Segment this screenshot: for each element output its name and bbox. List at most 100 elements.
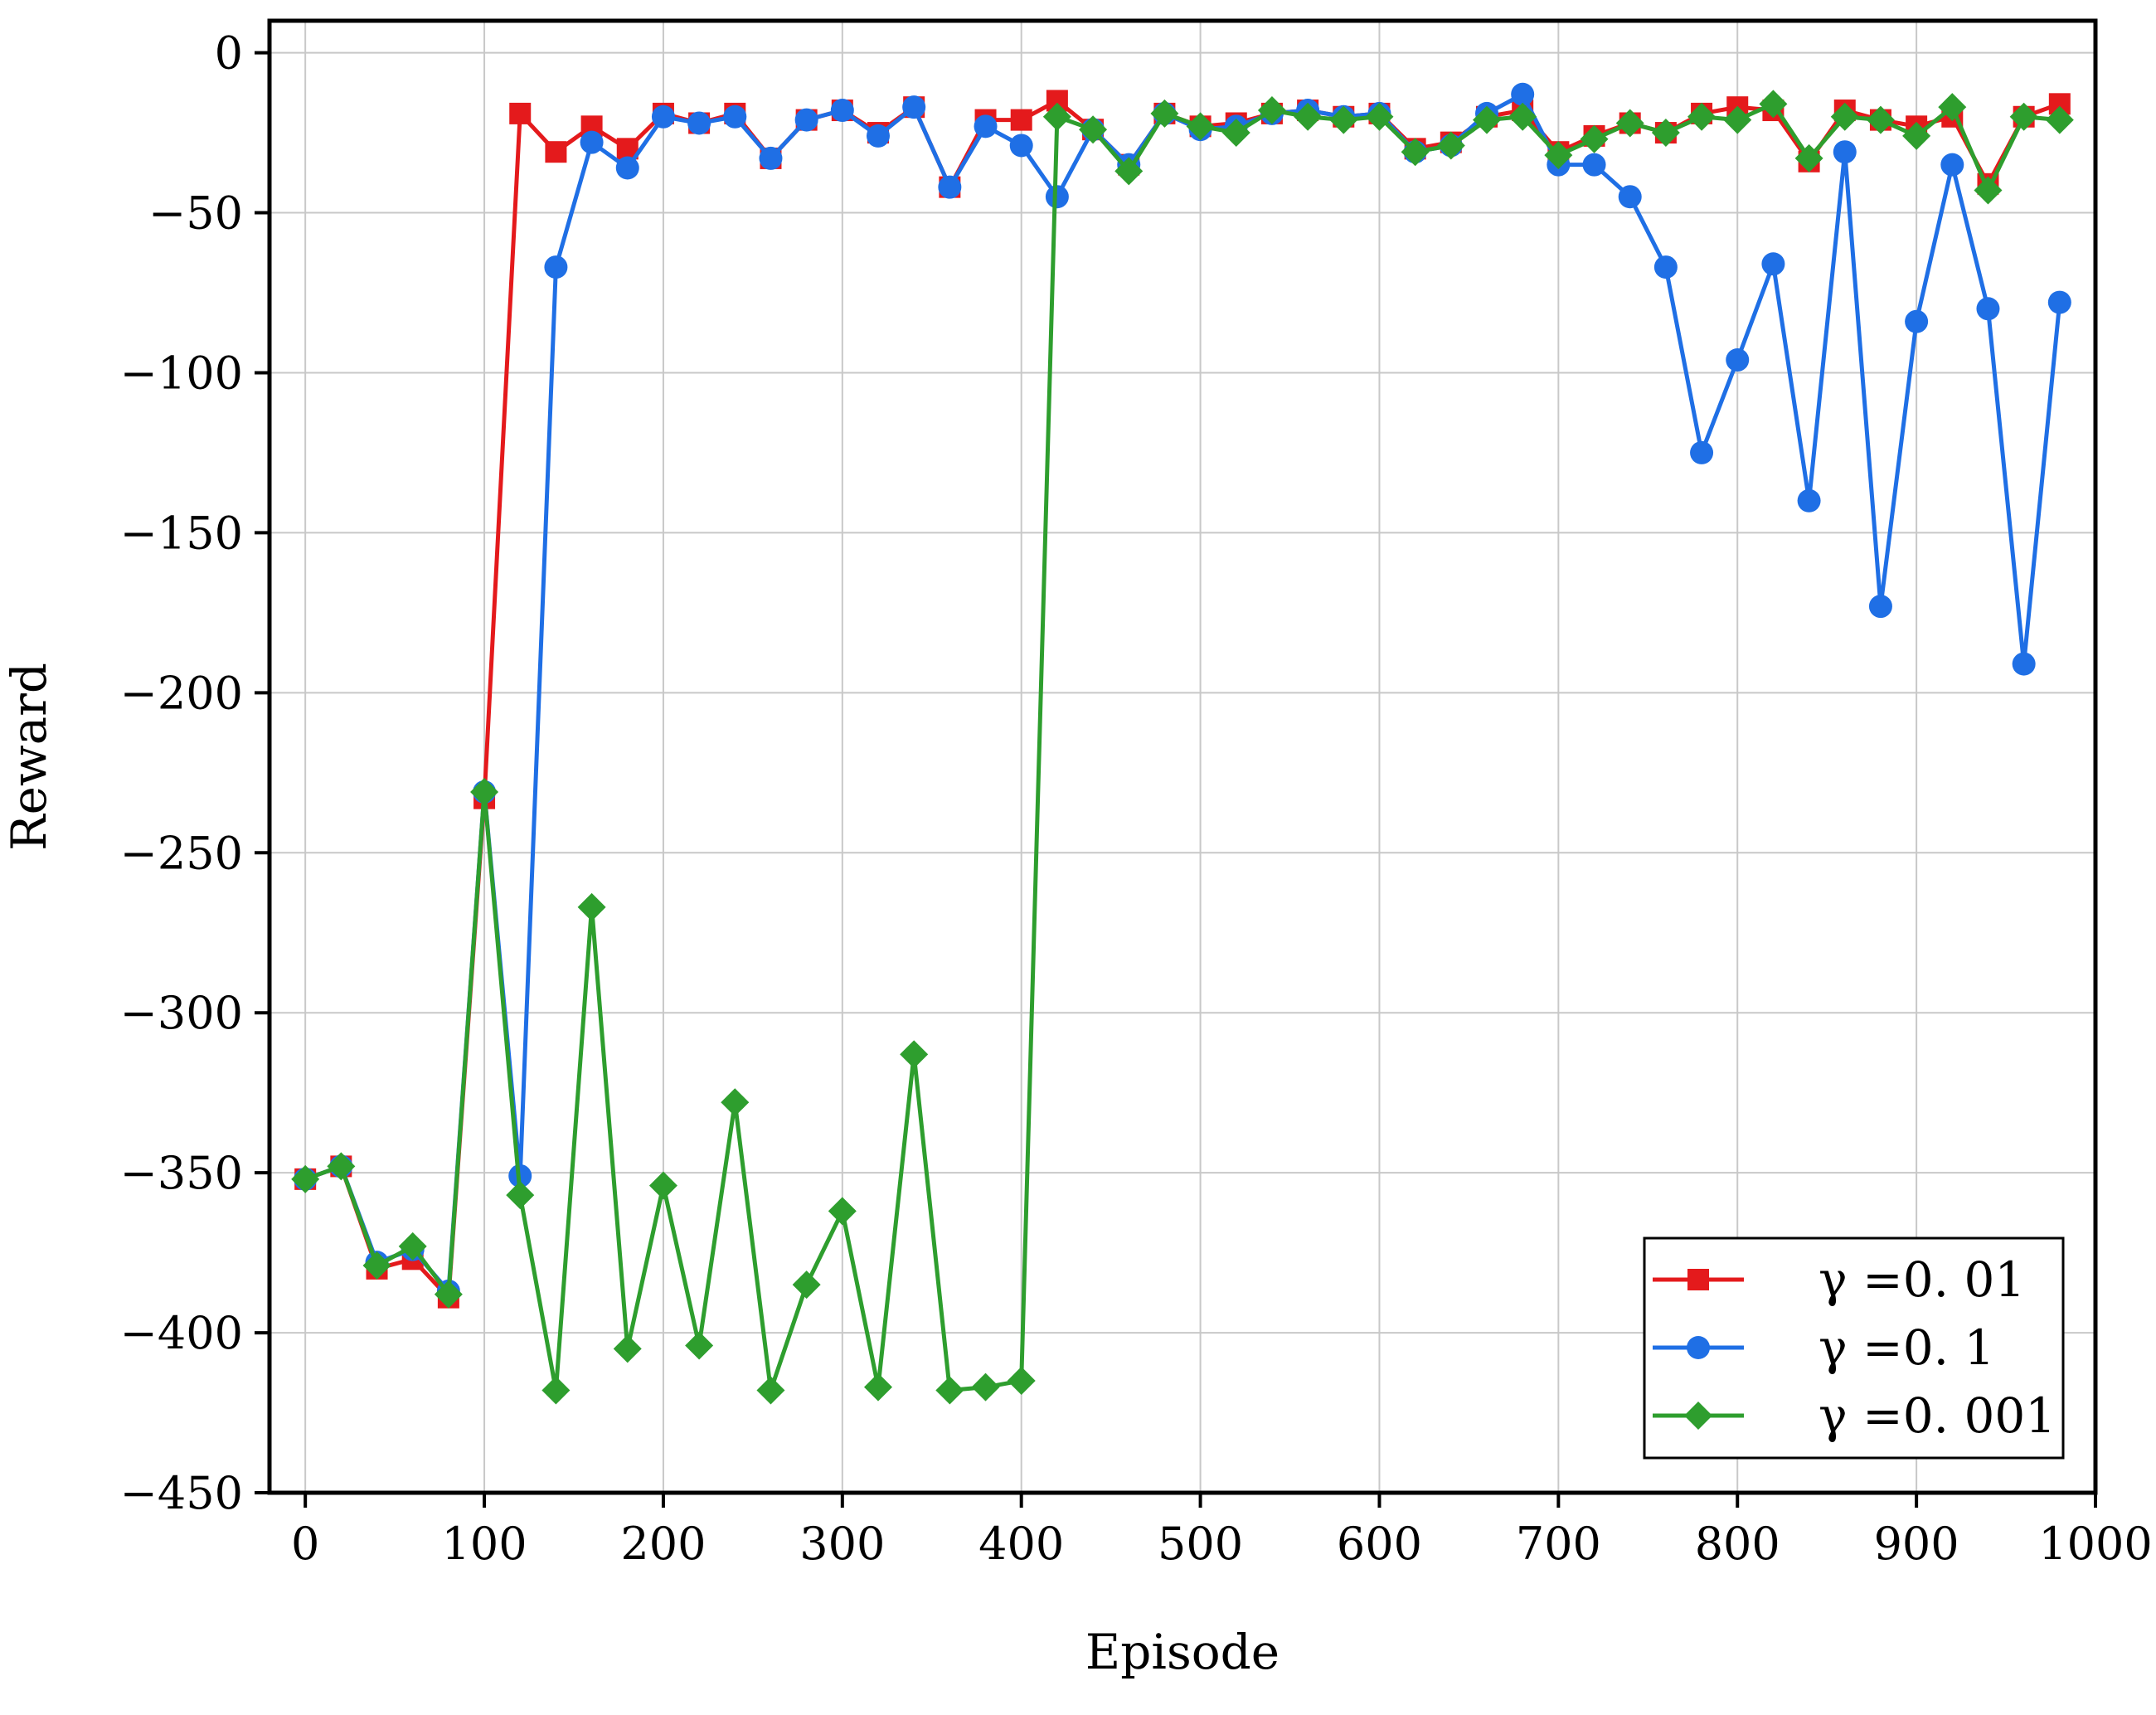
x-tick-label: 200	[620, 1518, 706, 1570]
legend-entry: γ =0. 01	[1653, 1251, 2025, 1308]
series-2	[291, 90, 2074, 1405]
legend-entry: γ =0. 001	[1653, 1387, 2056, 1444]
data-point	[2047, 290, 2071, 314]
data-point	[544, 255, 568, 279]
data-point	[792, 1270, 821, 1300]
data-point	[723, 104, 747, 129]
legend-marker	[1687, 1269, 1709, 1290]
data-point	[974, 114, 998, 138]
data-point	[327, 1152, 356, 1181]
data-point	[506, 1181, 535, 1210]
data-point	[1009, 134, 1033, 158]
data-point	[1580, 124, 1609, 153]
data-point	[1687, 102, 1717, 131]
series-layer	[291, 82, 2074, 1405]
data-point	[1726, 348, 1750, 372]
data-point	[1544, 141, 1573, 170]
x-tick-label: 100	[442, 1518, 527, 1570]
axes: 0 100 200 300 400 500 600 700 800 900 1000 0 −50 −100…	[120, 27, 2153, 1570]
y-tick-label: −150	[120, 507, 243, 559]
data-point	[541, 1376, 571, 1405]
data-point	[830, 99, 854, 123]
data-point	[794, 108, 818, 132]
y-tick-label: −400	[120, 1307, 243, 1359]
data-point	[1150, 99, 1179, 128]
data-point	[434, 1280, 463, 1309]
data-point	[1007, 1366, 1036, 1395]
data-point	[1401, 138, 1430, 167]
data-point	[1653, 255, 1678, 279]
data-point	[615, 156, 639, 180]
data-point	[651, 104, 675, 129]
data-point	[1759, 90, 1788, 119]
x-tick-label: 800	[1695, 1518, 1780, 1570]
data-point	[1114, 157, 1144, 186]
data-point	[1511, 82, 1535, 106]
x-tick-label: 400	[978, 1518, 1064, 1570]
data-point	[509, 102, 532, 124]
legend: γ =0. 01 γ =0. 1 γ =0. 001	[1643, 1236, 2065, 1460]
x-tick-label: 300	[799, 1518, 885, 1570]
x-axis-label: Episode	[1085, 1624, 1280, 1680]
data-point	[1079, 115, 1108, 144]
data-point	[1690, 440, 1714, 464]
data-point	[1365, 102, 1394, 131]
y-tick-label: −200	[120, 667, 243, 719]
series-line	[304, 101, 2061, 1393]
data-point	[1976, 297, 2000, 321]
data-point	[1618, 185, 1642, 209]
data-point	[1042, 102, 1071, 131]
data-point	[580, 130, 604, 154]
data-point	[864, 1372, 892, 1402]
data-point	[759, 146, 783, 170]
legend-label: γ =0. 1	[1819, 1319, 1994, 1376]
x-tick-label: 500	[1158, 1518, 1243, 1570]
data-point	[1938, 93, 1967, 122]
legend-marker	[1684, 1402, 1712, 1430]
data-point	[1651, 119, 1680, 148]
data-point	[1045, 185, 1069, 209]
data-point	[2009, 102, 2038, 131]
y-tick-label: −350	[120, 1147, 243, 1199]
data-point	[1473, 105, 1501, 134]
data-point	[685, 1331, 714, 1360]
data-point	[648, 1171, 677, 1200]
data-point	[1797, 488, 1821, 513]
data-point	[1794, 143, 1823, 172]
data-point	[867, 124, 890, 148]
y-tick-label: −450	[120, 1467, 243, 1519]
data-point	[1905, 309, 1929, 333]
data-point	[398, 1232, 427, 1261]
data-point	[362, 1251, 391, 1280]
data-point	[1329, 105, 1358, 134]
data-point	[935, 1376, 964, 1405]
data-point	[1436, 131, 1465, 160]
data-point	[902, 95, 926, 119]
data-point	[1186, 112, 1215, 141]
y-axis-label: Reward	[1, 663, 57, 851]
data-point	[1508, 102, 1537, 131]
data-point	[2045, 105, 2074, 134]
data-point	[687, 111, 711, 135]
data-point	[971, 1372, 1000, 1402]
data-point	[1294, 102, 1323, 131]
legend-label: γ =0. 01	[1819, 1251, 2025, 1308]
data-point	[1902, 121, 1931, 150]
data-point	[1868, 595, 1892, 619]
x-tick-label: 600	[1337, 1518, 1422, 1570]
data-point	[1723, 105, 1752, 134]
y-tick-label: 0	[215, 27, 243, 80]
data-point	[1010, 109, 1032, 131]
data-point	[577, 892, 606, 921]
x-tick-label: 900	[1874, 1518, 1959, 1570]
data-point	[545, 141, 567, 163]
data-point	[756, 1376, 785, 1405]
x-tick-label: 700	[1516, 1518, 1601, 1570]
y-tick-label: −300	[120, 987, 243, 1039]
data-point	[2012, 652, 2036, 676]
x-tick-label: 0	[291, 1518, 319, 1570]
x-tick-label: 1000	[2038, 1518, 2152, 1570]
data-point	[613, 1334, 642, 1363]
data-point	[1615, 109, 1644, 138]
